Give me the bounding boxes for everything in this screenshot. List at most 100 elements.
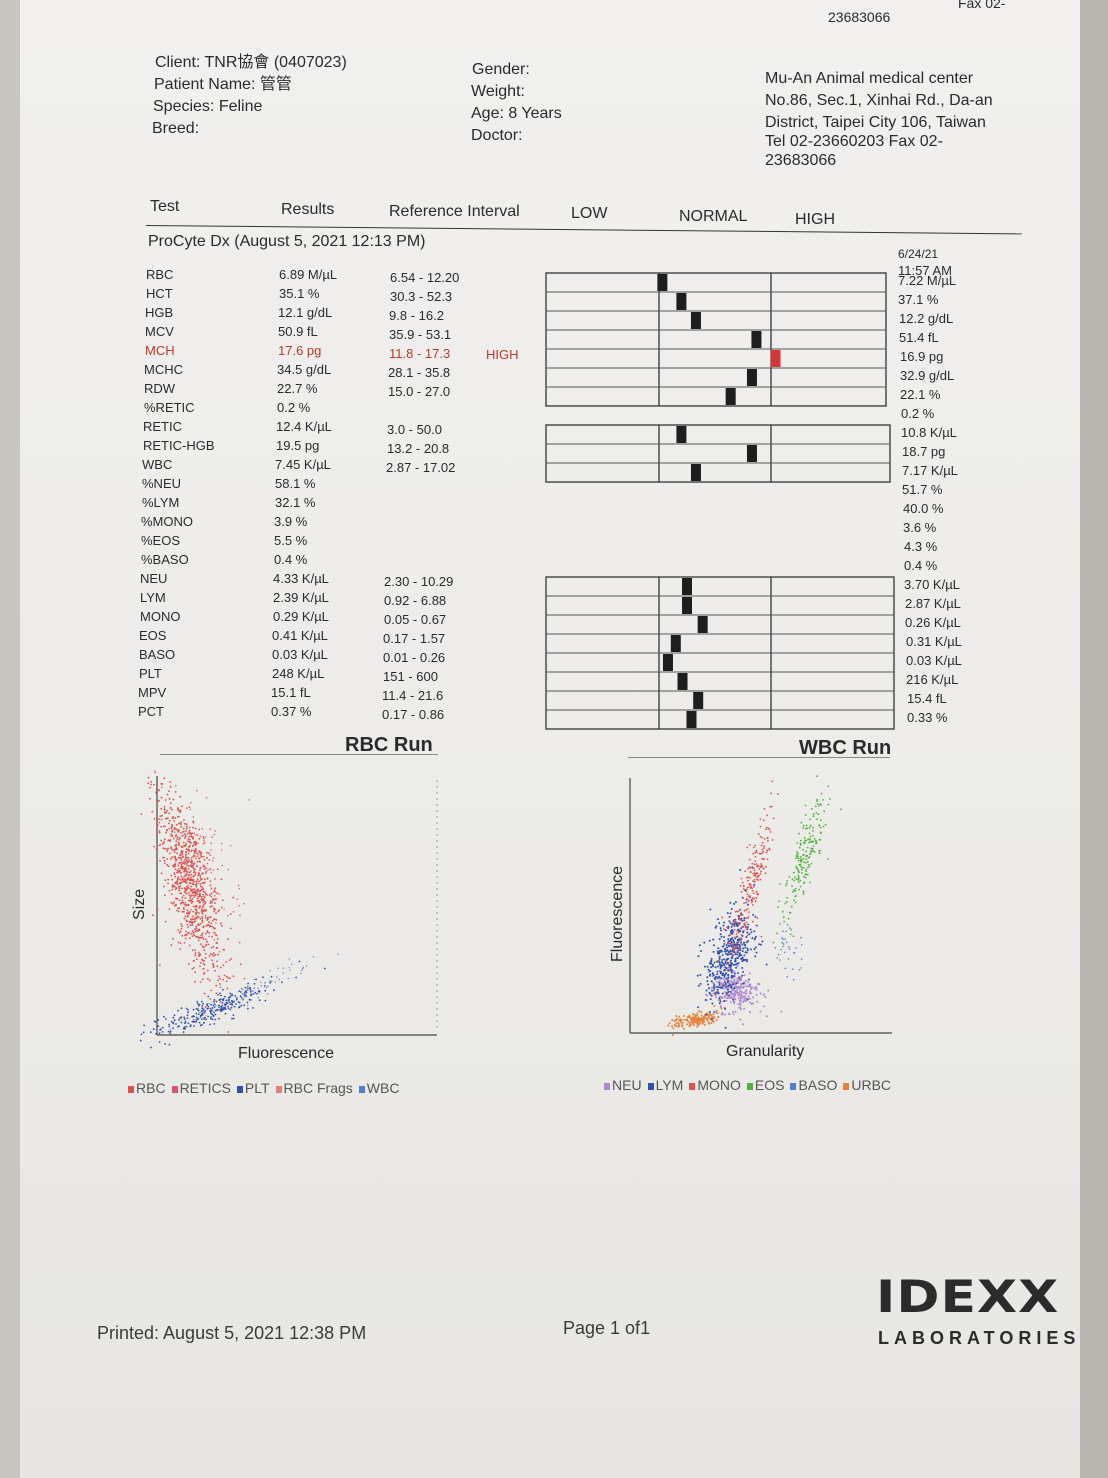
row-reference: 11.4 - 21.6 <box>382 688 444 703</box>
clinic-name: Mu-An Animal medical center <box>765 70 974 87</box>
clinic-address-2: District, Taipei City 106, Taiwan <box>765 114 986 131</box>
weight: Weight: <box>471 83 525 100</box>
col-test: Test <box>150 198 180 215</box>
legend-swatch <box>604 1082 610 1090</box>
legend-entry: NEU <box>604 1077 642 1093</box>
row-result: 50.9 fL <box>278 324 318 339</box>
legend-entry: MONO <box>689 1077 741 1093</box>
range-marker <box>693 692 704 709</box>
row-test-name: %NEU <box>142 476 182 491</box>
rbc-run-title: RBC Run <box>345 734 433 756</box>
fax-header-line1: Fax 02- <box>958 0 1006 11</box>
legend-swatch <box>128 1085 134 1093</box>
range-bars <box>545 272 895 730</box>
range-box <box>545 272 887 407</box>
row-result: 0.29 K/µL <box>273 609 329 624</box>
row-test-name: MPV <box>138 685 167 700</box>
legend-entry: PLT <box>236 1080 270 1096</box>
row-result: 4.33 K/µL <box>273 571 329 586</box>
range-marker <box>751 331 762 348</box>
legend-swatch <box>171 1085 178 1093</box>
row-reference: 3.0 - 50.0 <box>387 422 442 437</box>
eos-cluster <box>772 775 842 959</box>
page-number: Page 1 of1 <box>563 1318 651 1338</box>
plot-axes <box>156 776 437 1036</box>
mono-cluster <box>714 780 779 997</box>
row-previous-result: 15.4 fL <box>907 691 947 706</box>
legend-swatch <box>689 1082 696 1090</box>
row-test-name: RBC <box>146 267 174 282</box>
row-previous-result: 12.2 g/dL <box>899 311 954 326</box>
row-previous-result: 3.6 % <box>903 520 937 535</box>
clinic-fax: 23683066 <box>765 152 837 169</box>
row-result: 12.1 g/dL <box>278 305 333 320</box>
row-test-name: %EOS <box>141 533 181 548</box>
row-test-name: %LYM <box>142 495 180 510</box>
range-marker <box>725 388 736 405</box>
col-high: HIGH <box>795 211 835 228</box>
row-previous-result: 3.70 K/µL <box>904 577 960 592</box>
row-test-name: MCH <box>145 343 175 358</box>
legend-label: URBC <box>851 1077 892 1093</box>
breed: Breed: <box>152 120 200 137</box>
row-reference: 30.3 - 52.3 <box>390 289 453 304</box>
row-previous-result: 16.9 pg <box>900 349 944 364</box>
row-test-name: MCHC <box>144 362 183 377</box>
row-reference: 9.8 - 16.2 <box>389 308 444 323</box>
row-reference: 2.87 - 17.02 <box>386 460 456 475</box>
row-result: 35.1 % <box>279 286 320 301</box>
legend-entry: WBC <box>358 1080 399 1096</box>
row-result: 15.1 fL <box>271 685 311 700</box>
legend-swatch <box>746 1082 753 1090</box>
range-marker <box>746 445 757 462</box>
row-previous-result: 0.26 K/µL <box>905 615 961 630</box>
idexx-logo: IDEXX <box>876 1272 1060 1323</box>
rbc-legend: RBC RETICS PLT RBC Frags WBC <box>128 1080 405 1096</box>
row-result: 12.4 K/µL <box>276 419 332 434</box>
row-previous-result: 0.4 % <box>904 558 938 573</box>
legend-entry: RBC Frags <box>275 1080 353 1096</box>
row-test-name: %BASO <box>141 552 189 567</box>
range-marker <box>697 616 708 633</box>
legend-label: NEU <box>612 1077 642 1093</box>
report-sheet <box>20 0 1080 1478</box>
row-reference: 0.17 - 0.86 <box>382 707 445 722</box>
wbc-xlabel: Granularity <box>726 1043 805 1060</box>
legend-label: RBC Frags <box>283 1080 353 1096</box>
row-result: 0.03 K/µL <box>272 647 328 662</box>
row-test-name: PLT <box>139 666 162 681</box>
row-test-name: WBC <box>142 457 173 472</box>
row-previous-result: 0.31 K/µL <box>906 634 962 649</box>
row-reference: 151 - 600 <box>383 669 438 684</box>
row-result: 2.39 K/µL <box>273 590 329 605</box>
age: Age: 8 Years <box>471 105 562 122</box>
range-marker <box>670 635 681 652</box>
range-box <box>545 424 891 483</box>
wbc-title-rule <box>628 757 890 758</box>
row-flag: HIGH <box>486 347 519 362</box>
row-reference: 6.54 - 12.20 <box>390 270 460 285</box>
row-previous-result: 51.7 % <box>902 482 943 497</box>
printed-timestamp: Printed: August 5, 2021 12:38 PM <box>97 1323 367 1343</box>
row-previous-result: 0.2 % <box>901 406 935 421</box>
row-result: 22.7 % <box>277 381 318 396</box>
range-marker <box>746 369 757 386</box>
wbc-ylabel: Fluorescence <box>609 865 626 962</box>
row-reference: 35.9 - 53.1 <box>389 327 452 342</box>
row-result: 0.37 % <box>271 704 312 719</box>
previous-run-time: 11:57 AM <box>898 263 952 278</box>
row-test-name: PCT <box>138 704 164 719</box>
row-test-name: NEU <box>140 571 168 586</box>
row-result: 3.9 % <box>274 514 308 529</box>
row-previous-result: 10.8 K/µL <box>901 425 957 440</box>
row-result: 0.2 % <box>277 400 311 415</box>
clinic-address-1: No.86, Sec.1, Xinhai Rd., Da-an <box>765 92 993 109</box>
row-test-name: MCV <box>145 324 174 339</box>
row-result: 248 K/µL <box>272 666 325 681</box>
range-marker <box>690 312 701 329</box>
legend-label: PLT <box>244 1080 270 1096</box>
row-reference: 28.1 - 35.8 <box>388 365 451 380</box>
run-title: ProCyte Dx (August 5, 2021 12:13 PM) <box>148 233 426 250</box>
rbc-ylabel: Size <box>131 888 148 920</box>
legend-label: EOS <box>754 1077 785 1093</box>
